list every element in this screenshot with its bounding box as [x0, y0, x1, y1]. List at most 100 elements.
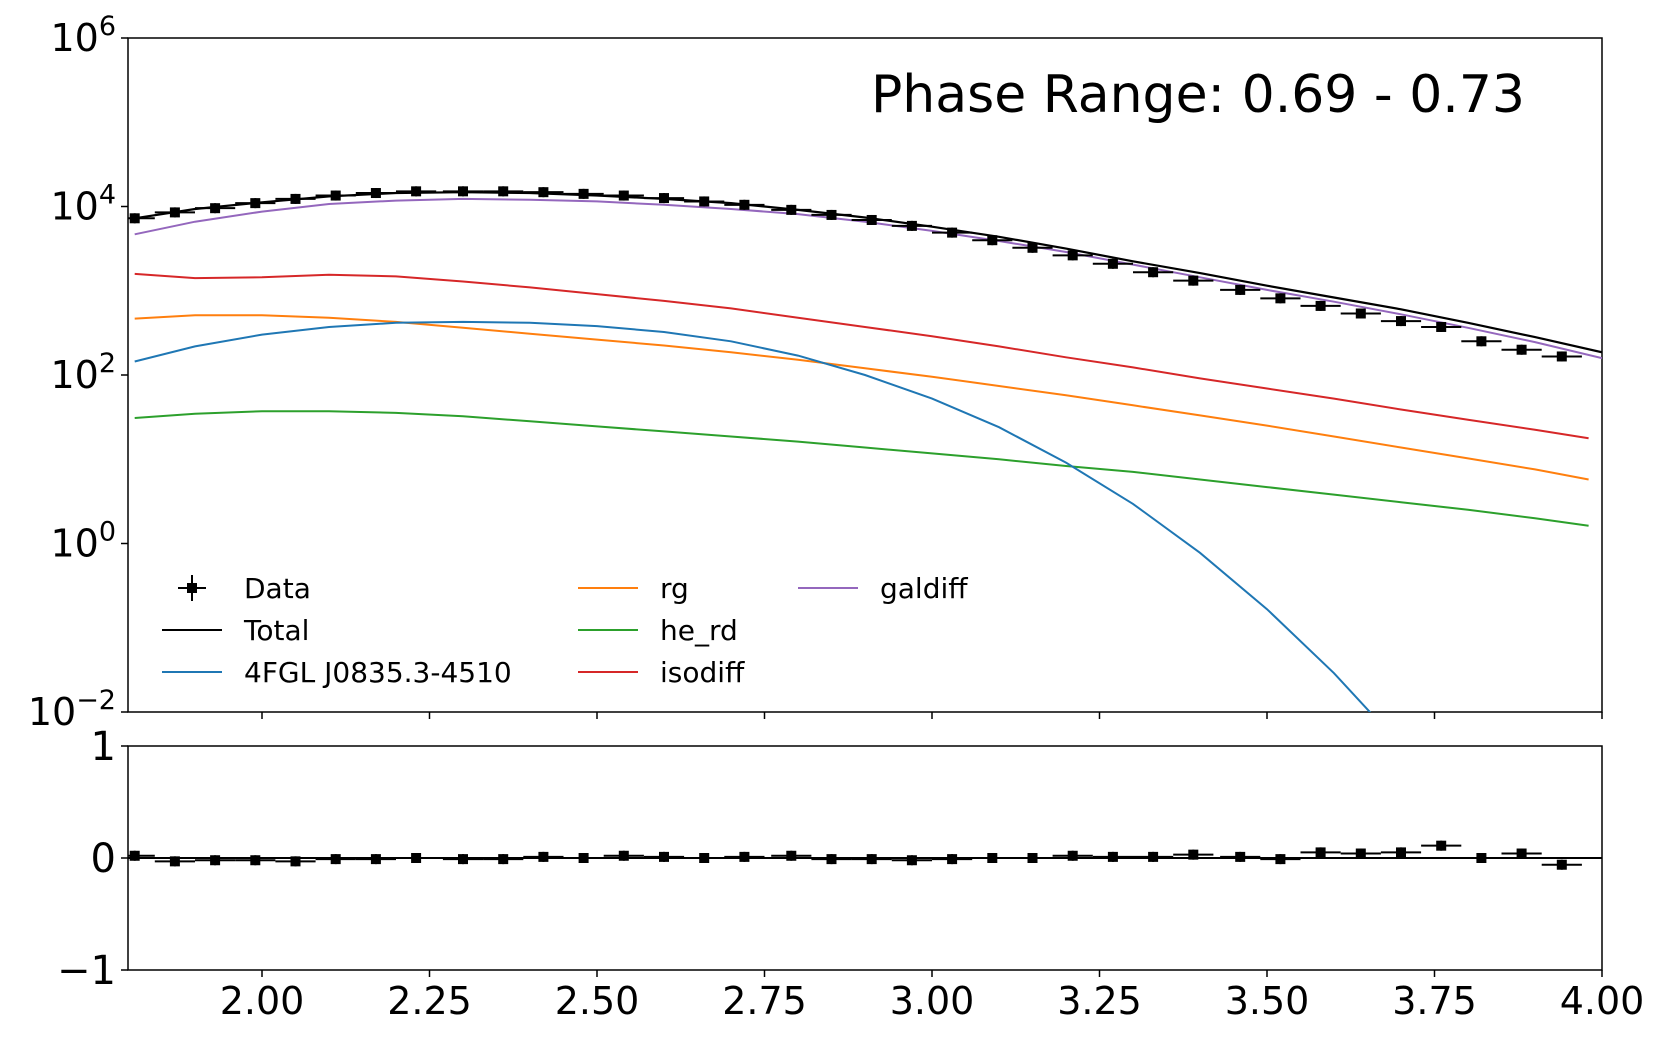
data-point	[1012, 242, 1053, 253]
series-line-rg	[134, 314, 1589, 481]
legend-label: 4FGL J0835.3-4510	[244, 656, 512, 689]
legend-entry-rg: rg	[578, 572, 689, 605]
legend-label: Total	[243, 614, 309, 647]
residual-marker	[659, 851, 669, 862]
data-marker	[1067, 250, 1078, 261]
residual-point	[1052, 850, 1093, 861]
legend: Data Total 4FGL J0835.3-4510 rg he_rdisodiff…	[162, 572, 968, 689]
legend-entry-galdiff: galdiff	[798, 572, 968, 605]
data-marker	[1355, 308, 1366, 319]
residual-marker	[1067, 850, 1078, 861]
residual-marker	[538, 851, 549, 862]
residual-point	[1380, 847, 1422, 858]
residual-marker	[1396, 847, 1406, 858]
y-tick-label: 100	[50, 517, 116, 566]
series-line-galdiff	[134, 197, 1602, 360]
x-tick-label: 2.00	[220, 979, 305, 1023]
residual-marker	[330, 854, 341, 865]
data-marker	[330, 190, 341, 201]
data-marker	[210, 203, 221, 214]
x-tick-label: 3.25	[1057, 979, 1142, 1023]
data-marker	[1235, 284, 1246, 295]
data-point	[1052, 250, 1093, 261]
legend-swatch-marker	[187, 583, 197, 593]
data-marker	[826, 209, 837, 220]
data-point	[483, 186, 524, 197]
data-point	[1421, 321, 1462, 332]
residual-point	[154, 856, 195, 867]
data-marker	[1188, 275, 1199, 286]
legend-entry-total: Total	[162, 614, 309, 647]
data-point	[275, 193, 316, 204]
data-marker	[1027, 242, 1038, 253]
data-point	[1173, 275, 1214, 286]
data-marker	[370, 188, 381, 199]
residual-point	[811, 854, 852, 865]
residual-y-tick-label: −1	[57, 948, 116, 994]
data-point	[523, 187, 564, 198]
legend-entry-isodiff: isodiff	[578, 656, 745, 689]
data-marker	[739, 199, 750, 210]
residual-point	[315, 854, 356, 865]
y-tick-label: 102	[50, 348, 116, 397]
residual-point	[355, 854, 396, 865]
data-marker	[1275, 293, 1286, 304]
series-line-he-rd	[134, 410, 1589, 527]
residual-point	[643, 851, 685, 862]
data-point	[851, 214, 892, 225]
y-tick-label: 10−2	[28, 685, 116, 734]
data-point	[563, 188, 604, 199]
data-marker	[659, 193, 669, 204]
data-marker	[1516, 344, 1527, 355]
data-point	[1541, 351, 1582, 362]
legend-label: isodiff	[660, 656, 745, 689]
legend-label: Data	[244, 572, 311, 605]
data-marker	[250, 198, 261, 209]
data-marker	[290, 193, 301, 204]
residual-marker	[618, 850, 629, 861]
residual-marker	[1235, 851, 1246, 862]
residual-marker	[786, 850, 797, 861]
residual-marker	[1188, 849, 1199, 860]
data-point	[972, 235, 1013, 246]
residual-point	[1220, 851, 1261, 862]
legend-entry-he-rd: he_rd	[578, 614, 738, 647]
residual-point	[1260, 854, 1301, 865]
residual-marker	[987, 853, 998, 863]
data-point	[684, 196, 725, 207]
data-marker	[1107, 258, 1118, 269]
data-marker	[786, 204, 797, 215]
data-marker	[129, 213, 140, 224]
residual-marker	[1436, 840, 1447, 851]
data-marker	[538, 187, 549, 198]
residual-marker	[1355, 848, 1366, 859]
data-point	[1260, 293, 1301, 304]
residual-marker	[1148, 851, 1159, 862]
residual-point	[1340, 848, 1381, 859]
residual-point	[684, 853, 725, 863]
residual-point	[235, 855, 276, 866]
data-marker	[618, 190, 629, 201]
x-tick-label: 4.00	[1560, 979, 1645, 1023]
series-line-isodiff	[134, 272, 1589, 440]
x-tick-label: 2.75	[722, 979, 807, 1023]
data-point	[891, 220, 932, 231]
x-tick-label: 3.50	[1225, 979, 1310, 1023]
residual-point	[891, 855, 932, 866]
residual-point	[195, 855, 236, 866]
data-marker	[578, 188, 589, 199]
residual-point	[483, 854, 524, 865]
y-tick-label: 104	[50, 180, 116, 229]
residual-marker	[169, 856, 180, 867]
residual-point	[771, 850, 812, 861]
data-point	[1340, 308, 1381, 319]
data-point	[1461, 336, 1502, 347]
data-point	[1300, 300, 1341, 311]
data-point	[355, 188, 396, 199]
residual-point	[275, 856, 316, 867]
residual-point	[1012, 853, 1053, 863]
legend-label: rg	[660, 572, 689, 605]
data-marker	[1396, 316, 1406, 327]
residual-marker	[826, 854, 837, 865]
